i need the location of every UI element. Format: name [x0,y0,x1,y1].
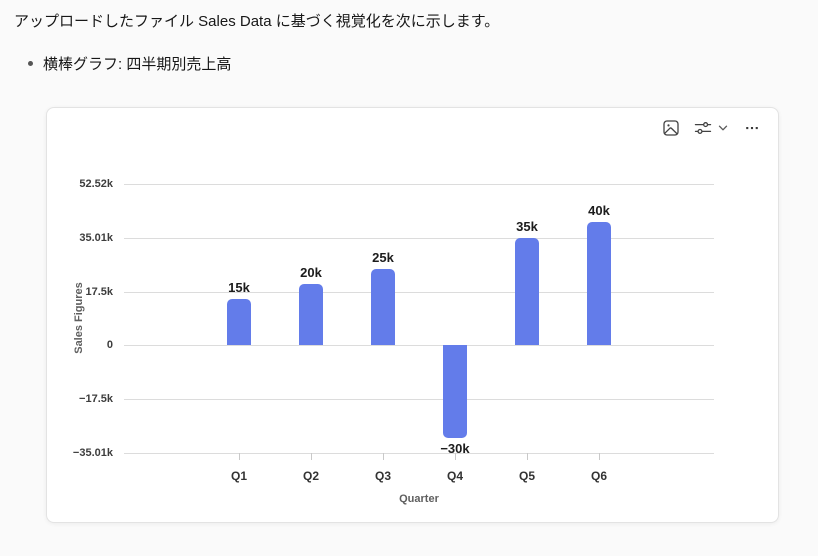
bar-value-label: 40k [588,203,610,219]
gridline [124,345,714,347]
x-axis-tick-label: Q1 [230,469,247,483]
y-axis-tick-label: 0 [106,339,113,352]
y-axis-tick-label: 35.01k [79,231,113,244]
x-axis-title: Quarter [399,493,439,505]
x-axis-tick [239,453,240,460]
gridline [124,184,714,185]
y-axis-tick-label: 52.52k [79,178,113,190]
bar[interactable] [515,237,539,346]
x-axis-tick-label: Q2 [302,469,319,483]
y-axis-tick-label: −35.01k [72,447,113,459]
y-axis-tick-label: 17.5k [85,285,113,298]
assistant-message-text: アップロードしたファイル Sales Data に基づく視覚化を次に示します。 [14,13,500,30]
x-axis-tick [527,453,528,460]
x-axis-tick-label: Q3 [374,469,391,483]
x-axis-tick [455,453,456,460]
x-axis-tick-label: Q4 [446,469,463,483]
chart-settings-button[interactable] [691,116,732,142]
chart-toolbar [657,116,766,142]
ellipsis-icon [742,118,762,141]
copy-as-image-button[interactable] [657,116,685,142]
bar-chart: Sales Figures Quarter 52.52k 35.01k 17.5k 0… [47,108,778,522]
bar[interactable] [371,268,395,346]
bar[interactable] [299,283,323,346]
bullet-list-item: 横棒グラフ: 四半期別売上高 [28,53,231,74]
gridline [124,291,714,293]
image-icon [661,118,681,141]
x-axis-tick-label: Q6 [590,469,607,483]
bar[interactable] [587,222,611,346]
bar-value-label: 25k [372,249,394,265]
gridline [124,453,714,454]
bar-value-label: 20k [300,264,322,280]
bullet-icon [28,61,33,66]
chart-card: Sales Figures Quarter 52.52k 35.01k 17.5k 0… [46,107,779,523]
bar-value-label: −30k [440,440,470,456]
bar-value-label: 35k [516,218,538,234]
x-axis-tick [311,453,312,460]
chevron-down-icon [716,121,730,138]
sliders-icon [693,118,713,141]
bar[interactable] [443,345,467,438]
x-axis-tick [599,453,600,460]
x-axis-tick-label: Q5 [518,469,535,483]
bar[interactable] [227,299,251,346]
x-axis-tick [383,453,384,460]
bullet-item-label: 横棒グラフ: 四半期別売上高 [43,56,232,73]
bar-value-label: 15k [228,280,250,296]
more-options-button[interactable] [738,116,766,142]
y-axis-tick-label: −17.5k [79,393,113,406]
gridline [124,237,714,239]
gridline [124,399,714,401]
